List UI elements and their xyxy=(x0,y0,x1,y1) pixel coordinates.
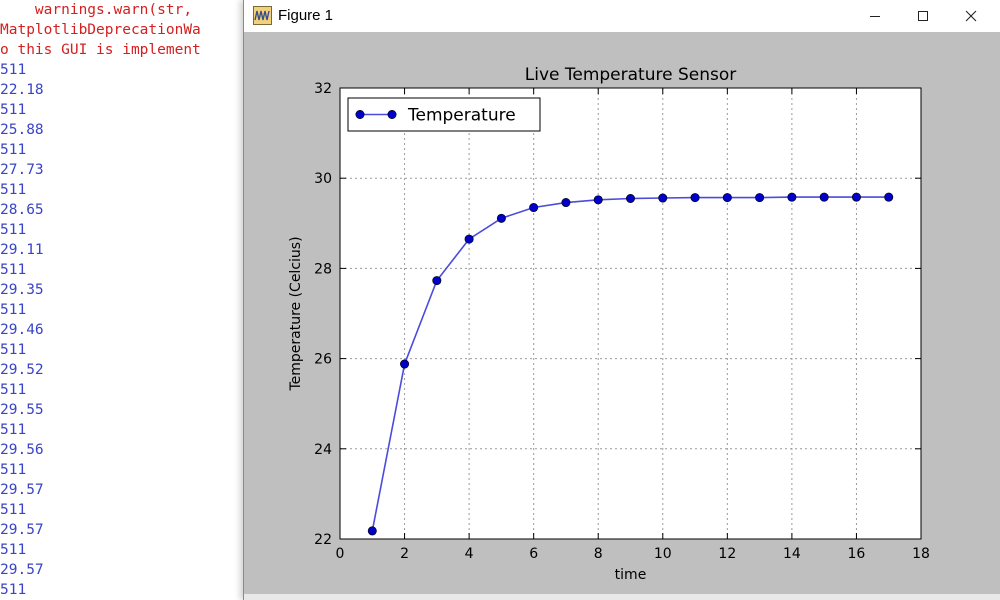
data-point xyxy=(367,526,377,536)
console-output-line: 29.46 xyxy=(0,322,44,338)
data-point xyxy=(625,193,635,203)
console-output-line: 29.57 xyxy=(0,522,44,538)
x-tick-label: 6 xyxy=(529,546,538,562)
matplotlib-figure-icon xyxy=(253,6,272,25)
console-output-line: 28.65 xyxy=(0,202,44,218)
console-output-line: 22.18 xyxy=(0,82,44,98)
plot-area xyxy=(340,88,921,539)
title-bar[interactable]: Figure 1 xyxy=(244,0,1000,32)
data-point xyxy=(819,192,829,202)
x-tick-label: 4 xyxy=(465,546,474,562)
minimize-button[interactable] xyxy=(851,0,899,32)
console-warning-line: MatplotlibDeprecationWa xyxy=(0,22,201,38)
console-output-line: 511 xyxy=(0,142,27,158)
maximize-button[interactable] xyxy=(899,0,947,32)
data-point xyxy=(851,192,861,202)
console-output-line: 511 xyxy=(0,382,27,398)
y-tick-label: 30 xyxy=(314,171,332,187)
axes-frame xyxy=(339,87,922,540)
console-output-line: 511 xyxy=(0,542,27,558)
y-tick-label: 22 xyxy=(314,532,332,548)
console-output-line: 511 xyxy=(0,462,27,478)
maximize-icon xyxy=(918,11,928,21)
console-output: warnings.warn(str, MatplotlibDeprecationW… xyxy=(0,0,245,600)
console-output-line: 29.55 xyxy=(0,402,44,418)
data-point xyxy=(529,203,539,213)
data-point xyxy=(755,193,765,203)
console-output-line: 511 xyxy=(0,302,27,318)
x-tick-label: 18 xyxy=(912,546,930,562)
data-point xyxy=(658,193,668,203)
console-output-line: 511 xyxy=(0,222,27,238)
close-icon xyxy=(965,10,977,22)
data-point xyxy=(690,193,700,203)
console-output-line: 511 xyxy=(0,62,27,78)
console-output-line: 511 xyxy=(0,342,27,358)
legend-marker xyxy=(387,110,397,120)
console-output-line: 27.73 xyxy=(0,162,44,178)
toolbar-strip xyxy=(244,594,1000,600)
console-warning-line: warnings.warn(str, xyxy=(0,2,193,18)
x-tick-label: 14 xyxy=(783,546,801,562)
console-output-line: 25.88 xyxy=(0,122,44,138)
console-output-line: 29.57 xyxy=(0,482,44,498)
x-tick-label: 10 xyxy=(654,546,672,562)
data-point xyxy=(561,198,571,208)
legend-label: Temperature xyxy=(407,106,516,126)
y-tick-label: 32 xyxy=(314,81,332,97)
data-point xyxy=(593,195,603,205)
console-output-line: 511 xyxy=(0,502,27,518)
window-title: Figure 1 xyxy=(278,7,334,24)
data-point xyxy=(400,359,410,369)
x-tick-label: 16 xyxy=(848,546,866,562)
console-output-line: 511 xyxy=(0,102,27,118)
chart-title: Live Temperature Sensor xyxy=(525,65,736,85)
y-axis-label: Temperature (Celcius) xyxy=(288,236,304,391)
minimize-icon xyxy=(870,16,880,17)
x-axis-label: time xyxy=(615,567,647,583)
data-point xyxy=(787,192,797,202)
x-tick-label: 0 xyxy=(336,546,345,562)
x-tick-label: 2 xyxy=(400,546,409,562)
console-output-line: 29.57 xyxy=(0,562,44,578)
data-point xyxy=(432,276,442,286)
console-output-line: 29.11 xyxy=(0,242,44,258)
console-output-line: 511 xyxy=(0,182,27,198)
data-point xyxy=(884,192,894,202)
console-output-line: 29.56 xyxy=(0,442,44,458)
close-button[interactable] xyxy=(947,0,995,32)
data-point xyxy=(496,213,506,223)
y-tick-label: 28 xyxy=(314,261,332,277)
figure-window[interactable]: Figure 1 0 2 4 6 8 10 12 14 16 18 22 24 26 28 30 32 Live… xyxy=(243,0,1000,600)
data-point xyxy=(464,234,474,244)
console-output-line: 511 xyxy=(0,262,27,278)
console-output-line: 29.52 xyxy=(0,362,44,378)
console-output-line: 29.35 xyxy=(0,282,44,298)
y-tick-label: 26 xyxy=(314,352,332,368)
figure-canvas[interactable]: 0 2 4 6 8 10 12 14 16 18 22 24 26 28 30 32 Live Temperat… xyxy=(244,32,1000,600)
y-tick-label: 24 xyxy=(314,442,332,458)
data-point xyxy=(722,193,732,203)
console-warning-line: o this GUI is implement xyxy=(0,42,201,58)
legend-marker xyxy=(355,110,365,120)
console-output-line: 511 xyxy=(0,582,27,598)
x-tick-label: 12 xyxy=(718,546,736,562)
x-tick-label: 8 xyxy=(594,546,603,562)
console-output-line: 511 xyxy=(0,422,27,438)
